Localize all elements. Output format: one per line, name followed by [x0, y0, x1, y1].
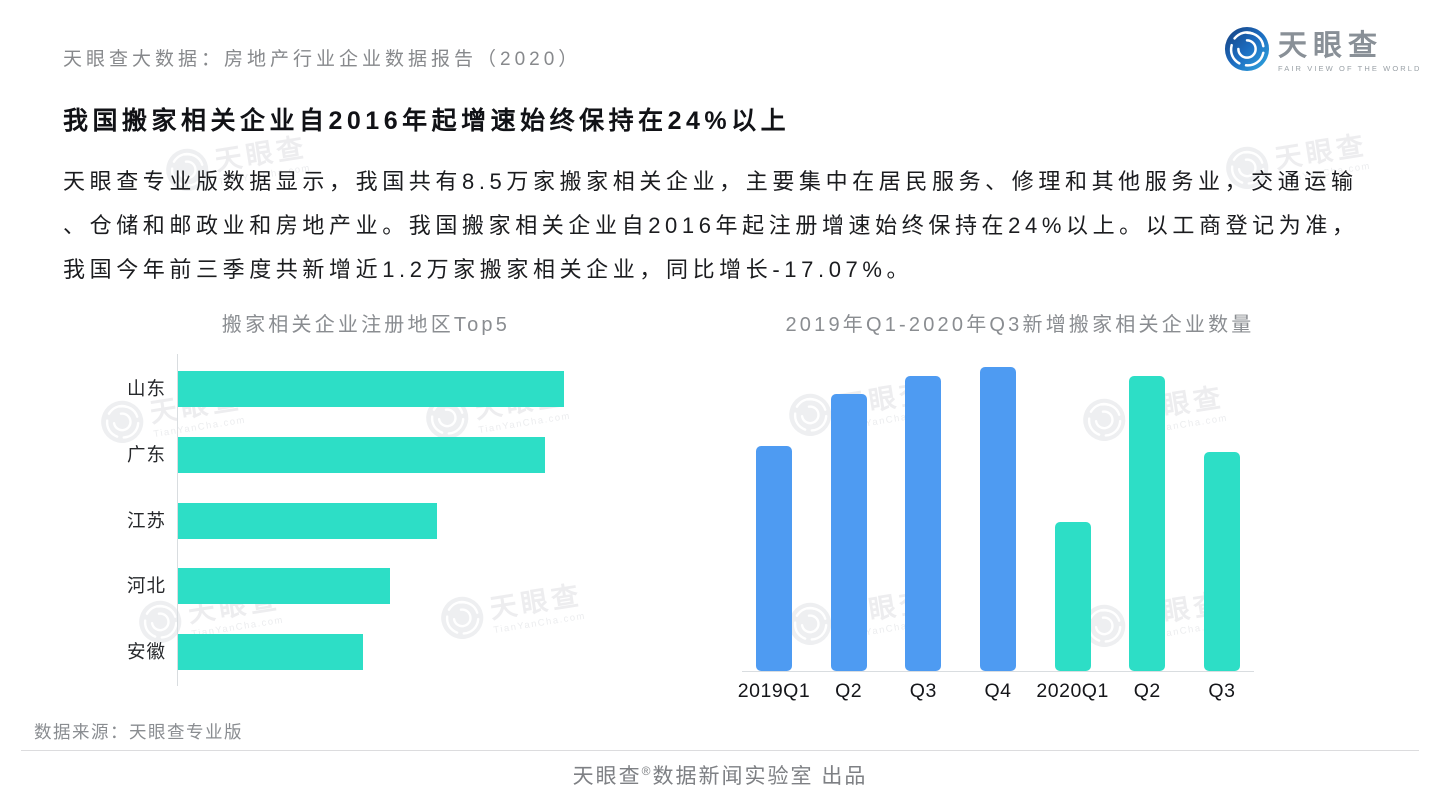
quarter-label-7: Q3	[1208, 680, 1236, 702]
logo-tagline: FAIR VIEW OF THE WORLD	[1278, 63, 1422, 73]
body-paragraph: 天眼查专业版数据显示，我国共有8.5万家搬家相关企业，主要集中在居民服务、修理和…	[63, 160, 1393, 292]
quarter-column-1: 2019Q1	[738, 354, 810, 702]
quarter-column-4: Q4	[979, 354, 1016, 702]
tianyancha-logo: 天眼查 FAIR VIEW OF THE WORLD	[1224, 26, 1422, 77]
quarter-column-3: Q3	[905, 354, 942, 702]
footer-divider	[21, 750, 1419, 751]
quarter-column-7: Q3	[1203, 354, 1240, 702]
footer-credit: 天眼查®数据新闻实验室 出品	[0, 760, 1440, 790]
report-kicker: 天眼查大数据：房地产行业企业数据报告（2020）	[63, 49, 582, 70]
region-label-4: 河北	[126, 575, 166, 596]
region-label-2: 广东	[126, 444, 166, 465]
chart-quarterly-new-plot: 2019Q1 Q2 Q3 Q4 2020Q1 Q2 Q3	[738, 354, 1254, 702]
region-label-1: 山东	[126, 378, 166, 399]
logo-wordmark: 天眼查	[1278, 29, 1384, 62]
quarter-bar-5	[1054, 522, 1091, 671]
quarter-column-5: 2020Q1	[1036, 354, 1108, 702]
quarter-bar-6	[1129, 376, 1166, 671]
quarter-bar-4	[979, 367, 1016, 671]
region-label-5: 安徽	[126, 641, 166, 662]
region-bar-3	[178, 503, 437, 539]
paragraph-line-1: 天眼查专业版数据显示，我国共有8.5万家搬家相关企业，主要集中在居民服务、修理和…	[63, 169, 1358, 194]
quarter-label-5: 2020Q1	[1036, 680, 1109, 702]
quarter-bar-3	[905, 376, 942, 671]
quarter-label-6: Q2	[1133, 680, 1161, 702]
quarter-label-2: Q2	[835, 680, 863, 702]
quarter-bar-2	[830, 394, 867, 671]
region-bar-4	[178, 568, 390, 604]
quarter-bar-1	[756, 446, 792, 671]
registered-mark: ®	[641, 764, 653, 778]
quarter-label-4: Q4	[984, 680, 1012, 702]
quarter-label-1: 2019Q1	[737, 680, 811, 702]
footer-credit-text: 数据新闻实验室 出品	[652, 765, 868, 788]
tianyancha-swirl-icon	[1224, 26, 1270, 77]
quarter-bar-7	[1203, 452, 1240, 671]
chart-title-quarterly-new: 2019年Q1-2020年Q3新增搬家相关企业数量	[785, 314, 1255, 336]
paragraph-line-3: 我国今年前三季度共新增近1.2万家搬家相关企业，同比增长-17.07%。	[63, 257, 914, 282]
region-bar-5	[178, 634, 363, 670]
chart-top5-regions-plot: 山东广东江苏河北安徽	[127, 354, 618, 686]
region-label-3: 江苏	[126, 510, 166, 531]
footer-brand: 天眼查	[572, 765, 642, 788]
chart-title-top5-regions: 搬家相关企业注册地区Top5	[221, 314, 511, 336]
region-bar-1	[178, 371, 564, 407]
quarter-column-2: Q2	[830, 354, 867, 702]
data-source-note: 数据来源：天眼查专业版	[34, 722, 243, 742]
page-title: 我国搬家相关企业自2016年起增速始终保持在24%以上	[63, 107, 791, 135]
quarter-column-6: Q2	[1129, 354, 1166, 702]
quarter-label-3: Q3	[909, 680, 937, 702]
paragraph-line-2: 、仓储和邮政业和房地产业。我国搬家相关企业自2016年起注册增速始终保持在24%…	[63, 213, 1359, 238]
region-bar-2	[178, 437, 545, 473]
